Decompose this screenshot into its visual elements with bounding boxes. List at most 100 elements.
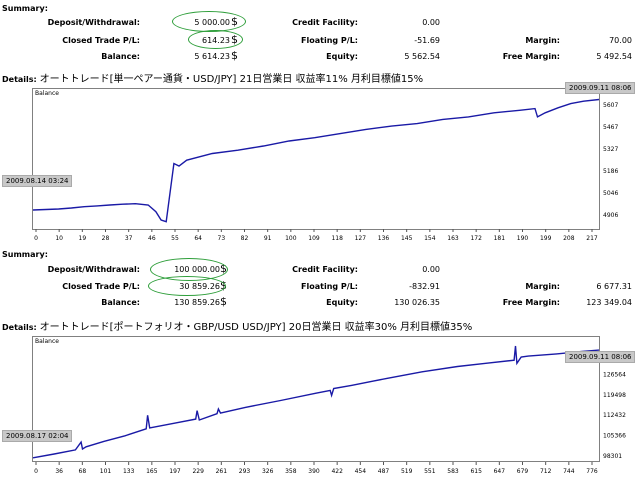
deposit-label: Deposit/Withdrawal: <box>47 265 140 274</box>
chart2-x-tick-label: 293 <box>239 468 251 475</box>
chart2-x-tick-label: 487 <box>378 468 390 475</box>
credit-label: Credit Facility: <box>292 265 358 274</box>
chart2-y-tick-label: 98301 <box>603 453 622 460</box>
chart1-y-tick-label: 5046 <box>603 190 618 197</box>
currency-symbol: $ <box>220 295 227 308</box>
start-date-flag: 2009.08.14 03:24 <box>2 175 73 187</box>
currency-symbol: $ <box>231 49 238 62</box>
details-text: オートトレード[単一ペアー通貨・USD/JPY] 21日営業日 収益率11% 月… <box>39 74 424 85</box>
chart1-x-tick-label: 181 <box>494 235 506 242</box>
chart1-y-tick-label: 5467 <box>603 124 618 131</box>
chart-title: Balance <box>35 338 59 345</box>
credit-value: 0.00 <box>422 18 440 27</box>
equity-value: 5 562.54 <box>404 52 440 61</box>
deposit-label: Deposit/Withdrawal: <box>47 18 140 27</box>
free-margin-label: Free Margin: <box>502 298 560 307</box>
chart2-x-tick-label: 551 <box>424 468 436 475</box>
summary-label: Summary: <box>2 4 48 13</box>
chart2-x-tick-label: 679 <box>517 468 529 475</box>
chart1-y-tick-label: 5327 <box>603 146 618 153</box>
chart2-x-tick-label: 0 <box>34 468 38 475</box>
balance-value: 130 859.26 <box>174 298 220 307</box>
highlight-oval <box>188 30 243 49</box>
chart1-x-tick-label: 199 <box>540 235 552 242</box>
chart1-x-tick-label: 0 <box>34 235 38 242</box>
chart2-x-tick-label: 744 <box>563 468 575 475</box>
chart1-x-tick-label: 208 <box>563 235 575 242</box>
closed-trade-label: Closed Trade P/L: <box>62 282 140 291</box>
chart2-x-tick-label: 615 <box>470 468 482 475</box>
details-line: Details: オートトレード[単一ペアー通貨・USD/JPY] 21日営業日… <box>2 70 423 85</box>
balance-label: Balance: <box>101 298 140 307</box>
chart1-y-tick-label: 4906 <box>603 212 618 219</box>
chart2-x-tick-label: 68 <box>79 468 87 475</box>
free-margin-value: 123 349.04 <box>586 298 632 307</box>
chart1-y-tick-label: 5186 <box>603 168 618 175</box>
chart1-x-tick-label: 163 <box>447 235 459 242</box>
chart2-x-tick-label: 101 <box>100 468 112 475</box>
details-text: オートトレード[ポートフォリオ・GBP/USD USD/JPY] 20日営業日 … <box>39 322 473 333</box>
chart2-y-tick-label: 126564 <box>603 371 626 378</box>
balance-value: 5 614.23 <box>194 52 230 61</box>
chart1-x-tick-label: 28 <box>102 235 110 242</box>
equity-label: Equity: <box>326 52 358 61</box>
margin-value: 70.00 <box>609 36 632 45</box>
chart1-x-tick-label: 19 <box>79 235 87 242</box>
chart2-x-tick-label: 326 <box>262 468 274 475</box>
margin-label: Margin: <box>525 282 560 291</box>
chart1-x-tick-label: 127 <box>355 235 367 242</box>
chart1-x-tick-label: 217 <box>586 235 598 242</box>
details-label: Details: <box>2 75 37 84</box>
chart1-x-tick-label: 55 <box>171 235 179 242</box>
details-line: Details: オートトレード[ポートフォリオ・GBP/USD USD/JPY… <box>2 318 472 333</box>
chart1-x-tick-label: 46 <box>148 235 156 242</box>
chart2-y-tick-label: 105366 <box>603 433 626 440</box>
chart2-x-tick-label: 583 <box>447 468 459 475</box>
credit-value: 0.00 <box>422 265 440 274</box>
chart2-x-tick-label: 647 <box>494 468 506 475</box>
chart2-x-tick-label: 197 <box>169 468 181 475</box>
chart1-x-tick-label: 118 <box>331 235 343 242</box>
chart-title: Balance <box>35 90 59 97</box>
chart2-x-tick-label: 776 <box>586 468 598 475</box>
free-margin-label: Free Margin: <box>502 52 560 61</box>
chart2-x-tick-label: 454 <box>355 468 367 475</box>
chart2-x-tick-label: 133 <box>123 468 135 475</box>
chart1-x-tick-label: 73 <box>218 235 226 242</box>
chart1-x-tick-label: 145 <box>401 235 413 242</box>
chart1-x-tick-label: 172 <box>470 235 482 242</box>
chart1-x-tick-label: 91 <box>264 235 272 242</box>
chart2-x-tick-label: 36 <box>55 468 63 475</box>
chart2-x-tick-label: 261 <box>216 468 228 475</box>
chart1-x-tick-label: 100 <box>285 235 297 242</box>
credit-label: Credit Facility: <box>292 18 358 27</box>
summary-label: Summary: <box>2 250 48 259</box>
chart2-x-tick-label: 519 <box>401 468 413 475</box>
margin-label: Margin: <box>525 36 560 45</box>
equity-label: Equity: <box>326 298 358 307</box>
end-date-flag: 2009.09.11 08:06 <box>565 82 636 94</box>
chart2-y-tick-label: 112432 <box>603 412 626 419</box>
highlight-oval <box>148 276 226 296</box>
chart1-x-tick-label: 154 <box>424 235 436 242</box>
chart2-x-tick-label: 229 <box>192 468 204 475</box>
chart2-x-tick-label: 422 <box>331 468 343 475</box>
closed-trade-label: Closed Trade P/L: <box>62 36 140 45</box>
chart1-x-tick-label: 64 <box>194 235 202 242</box>
chart1-x-tick-label: 82 <box>241 235 249 242</box>
floating-label: Floating P/L: <box>301 282 358 291</box>
free-margin-value: 5 492.54 <box>596 52 632 61</box>
floating-value: -832.91 <box>409 282 440 291</box>
end-date-flag: 2009.09.11 08:06 <box>565 351 636 363</box>
floating-label: Floating P/L: <box>301 36 358 45</box>
margin-value: 6 677.31 <box>596 282 632 291</box>
chart2-series-line <box>32 345 600 459</box>
chart2-x-tick-label: 165 <box>146 468 158 475</box>
floating-value: -51.69 <box>414 36 440 45</box>
chart1-series-line <box>32 98 600 223</box>
chart1-x-tick-label: 190 <box>517 235 529 242</box>
chart1-x-tick-label: 10 <box>55 235 63 242</box>
details-label: Details: <box>2 323 37 332</box>
